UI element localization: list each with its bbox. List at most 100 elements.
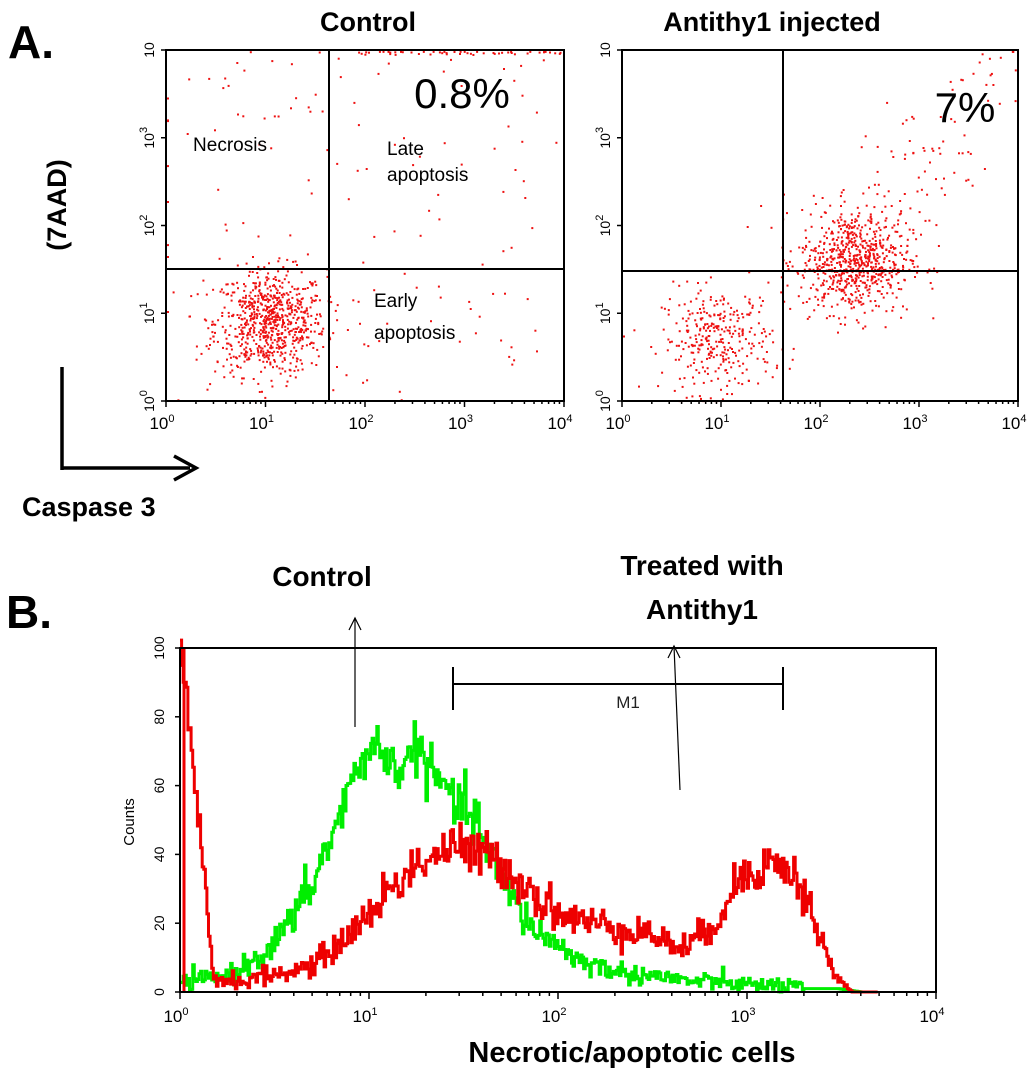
antithy1-point xyxy=(876,145,879,148)
antithy1-point xyxy=(885,217,888,220)
control-point xyxy=(296,357,299,360)
antithy1-point xyxy=(672,280,675,283)
control-point xyxy=(226,342,229,345)
antithy1-point xyxy=(837,236,840,239)
control-point xyxy=(271,341,274,344)
antithy1-point xyxy=(992,84,995,86)
control-point xyxy=(310,341,313,344)
antithy1-point xyxy=(738,335,741,338)
antithy1-point xyxy=(967,151,970,154)
control-point xyxy=(255,334,258,336)
antithy1-y-tick-label: 101 xyxy=(594,302,613,324)
antithy1-point xyxy=(678,284,681,287)
antithy1-point xyxy=(788,260,791,263)
antithy1-point xyxy=(877,305,880,308)
antithy1-point xyxy=(850,268,853,271)
antithy1-point xyxy=(902,268,904,271)
antithy1-point xyxy=(798,246,801,249)
antithy1-point xyxy=(829,204,832,207)
control-point xyxy=(270,329,273,332)
antithy1-point xyxy=(876,260,879,263)
control-point xyxy=(278,292,281,294)
antithy1-point xyxy=(837,279,840,282)
antithy1-point xyxy=(978,61,981,64)
control-point xyxy=(310,301,313,304)
antithy1-point xyxy=(896,230,899,233)
antithy1-point xyxy=(717,328,720,331)
control-point xyxy=(301,368,304,371)
control-x-tick-label: 104 xyxy=(547,413,572,433)
control-point xyxy=(398,390,401,393)
control-point xyxy=(278,303,281,306)
antithy1-point xyxy=(898,235,901,238)
antithy1-point xyxy=(803,248,806,251)
antithy1-point xyxy=(912,228,915,231)
antithy1-point xyxy=(862,327,865,330)
antithy1-point xyxy=(879,234,882,237)
antithy1-point xyxy=(868,239,871,242)
control-point xyxy=(234,335,237,338)
control-point xyxy=(310,296,313,299)
antithy1-point xyxy=(875,272,878,275)
control-point xyxy=(544,50,547,53)
antithy1-point xyxy=(816,266,819,269)
antithy1-point xyxy=(845,259,848,262)
control-point xyxy=(313,330,316,333)
control-point xyxy=(242,310,245,313)
antithy1-point xyxy=(844,316,847,319)
antithy1-point xyxy=(723,315,726,318)
antithy1-point xyxy=(736,320,739,323)
antithy1-point xyxy=(832,281,835,284)
control-point xyxy=(265,318,268,321)
antithy1-point xyxy=(830,287,833,290)
antithy1-point xyxy=(682,348,685,351)
control-point xyxy=(332,389,335,392)
antithy1-point xyxy=(758,296,761,299)
antithy1-point xyxy=(703,310,706,313)
control-point xyxy=(244,351,247,354)
control-y-tick-label: 103 xyxy=(138,127,157,149)
control-point xyxy=(270,295,273,298)
antithy1-point xyxy=(729,313,732,316)
antithy1-point xyxy=(792,347,795,350)
antithy1-point xyxy=(736,314,739,317)
control-point xyxy=(266,316,269,319)
control-point xyxy=(237,287,239,290)
control-point xyxy=(281,342,284,345)
control-point xyxy=(261,390,263,393)
antithy1-point xyxy=(880,272,883,275)
control-point xyxy=(244,307,247,309)
control-point xyxy=(418,155,421,158)
antithy1-point xyxy=(940,187,943,190)
antithy1-point xyxy=(890,150,893,153)
antithy1-point xyxy=(729,318,732,321)
antithy1-point xyxy=(699,327,702,330)
antithy1-point xyxy=(867,257,869,260)
control-point xyxy=(253,301,256,304)
control-point xyxy=(276,316,279,319)
control-point xyxy=(387,50,390,53)
control-point xyxy=(249,51,252,54)
control-point xyxy=(439,296,442,299)
antithy1-point xyxy=(841,256,844,259)
control-point xyxy=(246,358,249,361)
antithy1-point xyxy=(990,72,993,75)
control-point xyxy=(241,318,244,321)
antithy1-point xyxy=(862,192,865,195)
antithy1-point xyxy=(848,282,850,285)
antithy1-point xyxy=(844,230,847,233)
control-point xyxy=(255,343,258,345)
antithy1-point xyxy=(963,134,966,137)
control-point xyxy=(500,339,503,342)
control-point xyxy=(212,340,215,343)
antithy1-point xyxy=(850,307,853,310)
antithy1-point xyxy=(961,152,964,155)
antithy1-point xyxy=(931,147,934,150)
antithy1-point xyxy=(855,248,858,251)
control-point xyxy=(286,258,289,261)
control-point xyxy=(295,360,298,363)
control-point xyxy=(299,339,302,342)
control-point xyxy=(272,366,274,369)
control-point xyxy=(229,343,232,346)
antithy1-point xyxy=(847,265,850,268)
